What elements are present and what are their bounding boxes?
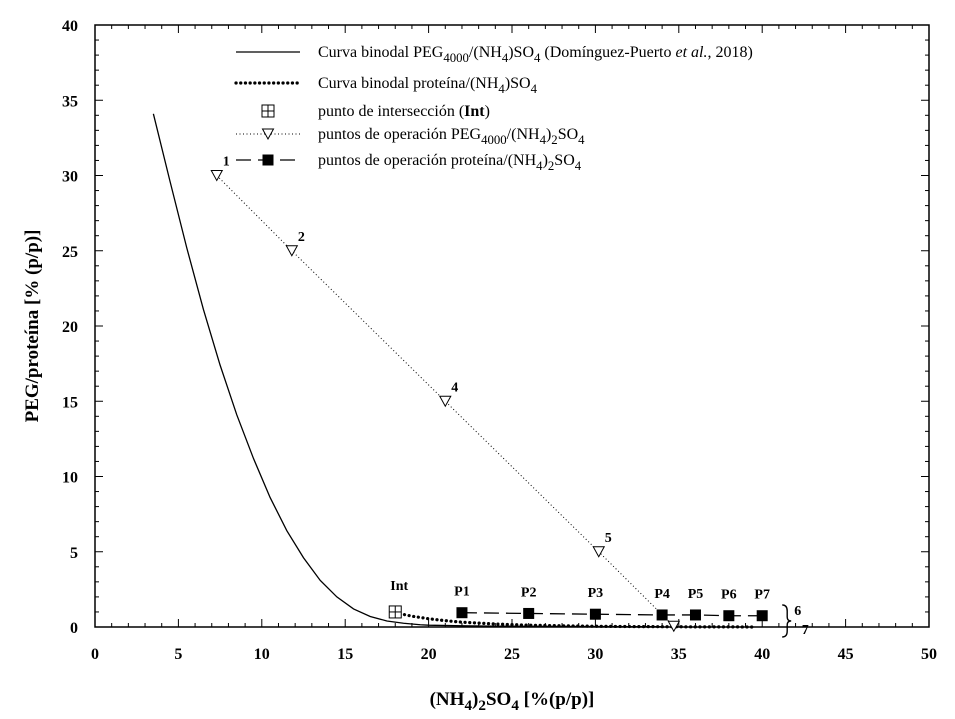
- x-axis-title: (NH4)2SO4 [%(p/p)]: [430, 689, 595, 714]
- op-protein-point: [756, 610, 768, 622]
- binodal-peg-curve: [152, 113, 663, 628]
- legend-swatch-op-peg-marker: [261, 128, 275, 141]
- y-tick-label: 25: [62, 244, 78, 261]
- x-tick-label: 45: [838, 646, 854, 663]
- x-tick-label: 30: [587, 646, 603, 663]
- x-tick-label: 0: [91, 646, 99, 663]
- op-peg-point-label: 7: [802, 623, 809, 638]
- op-peg-point: [667, 620, 681, 633]
- legend-swatch-op-protein-marker: [262, 154, 274, 166]
- legend-entry-int: punto de intersección (Int): [318, 103, 490, 120]
- x-tick-label: 25: [504, 646, 520, 663]
- op-protein-point-label: P3: [588, 586, 604, 601]
- x-tick-label: 35: [671, 646, 687, 663]
- op-protein-point: [456, 607, 468, 619]
- y-tick-label: 10: [62, 470, 78, 487]
- y-tick-label: 15: [62, 394, 78, 411]
- legend-entry-op_peg: puntos de operación PEG4000/(NH4)2SO4: [318, 126, 585, 147]
- legend-entry-binodal_peg: Curva binodal PEG4000/(NH4)SO4 (Domíngue…: [318, 44, 753, 65]
- op-protein-point: [523, 607, 535, 619]
- op-protein-point-label: P2: [521, 585, 537, 600]
- op-protein-line: [461, 612, 763, 617]
- x-tick-label: 20: [421, 646, 437, 663]
- y-tick-label: 5: [70, 545, 78, 562]
- op-peg-line: [216, 175, 675, 627]
- y-tick-label: 20: [62, 319, 78, 336]
- binodal-protein-curve: [393, 611, 756, 629]
- op-protein-point-label: P1: [454, 585, 470, 600]
- op-peg-point-label: 4: [451, 380, 458, 395]
- op-protein-point: [689, 609, 701, 621]
- op-protein-point: [723, 610, 735, 622]
- op-peg-point-label: 2: [298, 230, 305, 245]
- x-tick-label: 40: [754, 646, 770, 663]
- op-protein-point-label: P5: [688, 587, 704, 602]
- x-tick-label: 5: [174, 646, 182, 663]
- x-tick-label: 10: [254, 646, 270, 663]
- y-tick-label: 35: [62, 93, 78, 110]
- y-axis-title: PEG/proteína [% (p/p)]: [22, 230, 43, 423]
- y-tick-label: 0: [70, 620, 78, 637]
- plot-frame: [94, 24, 930, 628]
- op-protein-point-label: P6: [721, 588, 737, 603]
- op-protein-point-label: P7: [754, 588, 770, 603]
- x-tick-label: 15: [337, 646, 353, 663]
- brace: [782, 604, 792, 638]
- op-peg-point-label: 1: [223, 155, 230, 170]
- op-peg-point: [285, 245, 299, 257]
- op-peg-point: [438, 395, 452, 408]
- x-tick-label: 50: [921, 646, 937, 663]
- legend-entry-op_prot: puntos de operación proteína/(NH4)2SO4: [318, 152, 582, 173]
- op-protein-point: [589, 608, 601, 620]
- intersection-label: Int: [390, 579, 408, 594]
- op-protein-point: [656, 609, 668, 621]
- op-peg-point-label: 5: [605, 531, 612, 546]
- brace-label-6: 6: [794, 604, 801, 619]
- op-peg-point: [592, 546, 606, 558]
- y-tick-label: 40: [62, 18, 78, 35]
- y-tick-label: 30: [62, 169, 78, 186]
- op-peg-point: [210, 170, 224, 182]
- legend-entry-binodal_prot: Curva binodal proteína/(NH4)SO4: [318, 75, 538, 96]
- op-protein-point-label: P4: [654, 587, 670, 602]
